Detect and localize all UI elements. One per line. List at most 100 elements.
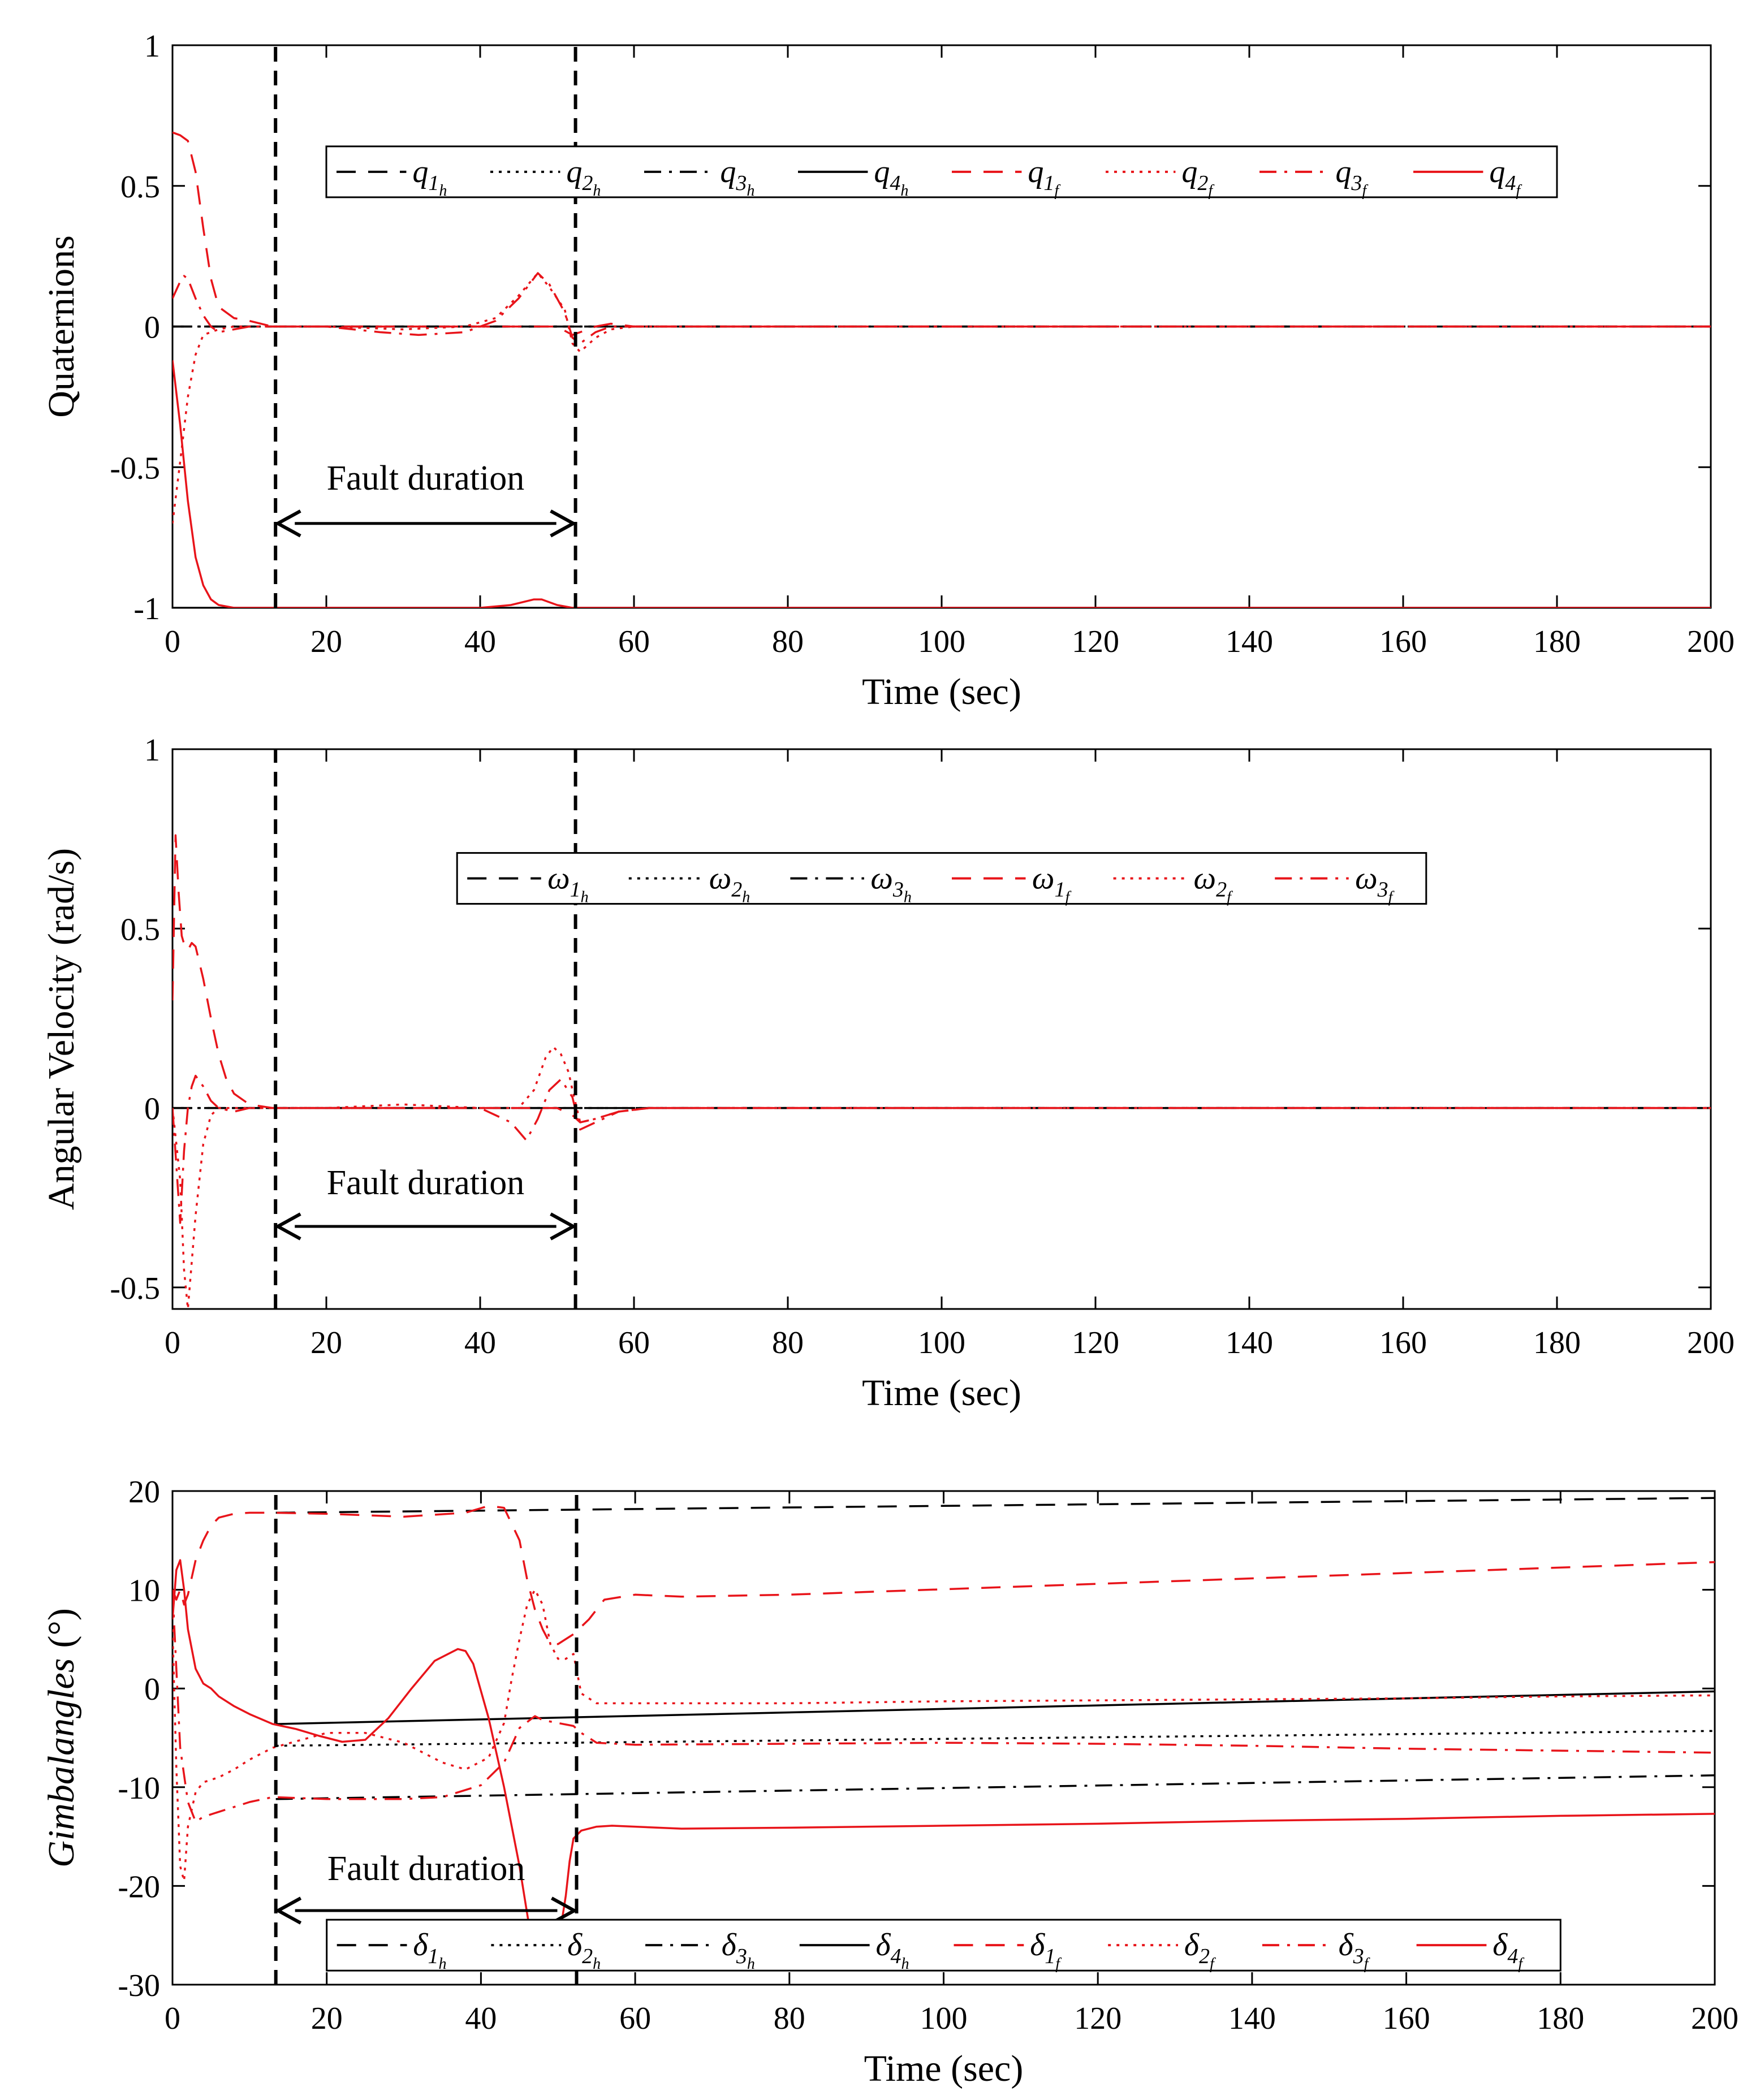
- legend-sub-subscript: f: [1054, 182, 1060, 200]
- legend-sub-subscript: h: [438, 1955, 446, 1973]
- legend-label: q1f: [1028, 154, 1060, 200]
- legend-symbol: q: [1028, 154, 1043, 189]
- legend-symbol: q: [1181, 154, 1197, 189]
- x-tick-label: 200: [1691, 2001, 1739, 2036]
- legend-subscript: 3: [1351, 171, 1362, 195]
- x-tick-label: 40: [464, 624, 496, 659]
- x-tick-label: 100: [920, 2001, 968, 2036]
- legend-subscript: 2: [582, 171, 593, 195]
- legend-label: δ4h: [876, 1928, 909, 1973]
- series-line-d4f-tail: [560, 1813, 1715, 1921]
- series-line-d3h: [275, 1774, 1715, 1800]
- legend-subscript: 2: [1197, 171, 1208, 195]
- x-tick-label: 120: [1072, 624, 1119, 659]
- legend-symbol: ω: [547, 861, 570, 896]
- legend-sub-subscript: h: [904, 888, 912, 906]
- legend-label: ω2f: [1194, 861, 1233, 906]
- x-tick-label: 40: [464, 1325, 496, 1360]
- x-tick-label: 0: [165, 1325, 180, 1360]
- y-axis-label: Angular Velocity (rad/s): [41, 848, 82, 1210]
- legend-label: q4h: [874, 154, 908, 200]
- legend-label: ω3h: [870, 861, 912, 906]
- legend-symbol: δ: [876, 1928, 891, 1963]
- y-tick-label: -0.5: [110, 451, 160, 486]
- x-tick-label: 200: [1687, 624, 1735, 659]
- legend-label: δ3f: [1339, 1928, 1370, 1973]
- legend-label: q4f: [1489, 154, 1522, 200]
- legend-sub-subscript: h: [901, 1955, 909, 1973]
- legend-subscript: 3: [1377, 878, 1388, 901]
- legend-label: q3f: [1335, 154, 1368, 200]
- legend-sub-subscript: f: [1065, 888, 1071, 906]
- fault-arrow-right-head: [550, 1212, 577, 1241]
- legend-label: δ3h: [722, 1928, 755, 1973]
- legend-sub-subscript: h: [747, 1955, 755, 1973]
- legend-label: q1h: [412, 154, 447, 200]
- x-tick-label: 180: [1533, 624, 1581, 659]
- x-tick-label: 60: [618, 1325, 650, 1360]
- legend-label: ω2h: [709, 861, 750, 906]
- y-axis-label: Gimbalangles (°): [41, 1608, 82, 1868]
- legend-subscript: 2: [582, 1945, 593, 1968]
- x-tick-label: 140: [1226, 1325, 1273, 1360]
- legend-symbol: δ: [1184, 1928, 1200, 1963]
- x-tick-label: 120: [1074, 2001, 1121, 2036]
- legend-symbol: q: [874, 154, 890, 189]
- legend-symbol: q: [412, 154, 428, 189]
- legend-sub-subscript: f: [1388, 888, 1395, 906]
- legend-subscript: 1: [1054, 878, 1065, 901]
- legend-subscript: 1: [428, 171, 439, 195]
- y-tick-label: 1: [144, 733, 160, 768]
- x-tick-label: 180: [1533, 1325, 1581, 1360]
- legend-symbol: q: [1335, 154, 1351, 189]
- legend-symbol: δ: [413, 1928, 428, 1963]
- legend-label: δ1h: [413, 1928, 446, 1973]
- legend-sub-subscript: h: [900, 182, 908, 200]
- legend-sub-subscript: f: [1518, 1955, 1524, 1973]
- legend-subscript: 4: [1505, 171, 1516, 195]
- plot-panel-3: 0 20 40 60 80 100 120 140 160 180 20020100-10-20-3…: [41, 1475, 1739, 2089]
- legend-symbol: δ: [1339, 1928, 1354, 1963]
- legend-subscript: 3: [736, 1945, 747, 1968]
- plot-panel-2: 0 20 40 60 80 100 120 140 160 180 20010.50-0.5Time…: [41, 733, 1735, 1414]
- legend-label: q2f: [1181, 154, 1214, 200]
- legend-box: [456, 852, 1427, 905]
- x-tick-label: 80: [772, 624, 804, 659]
- series-line-d4f: [172, 1559, 530, 1924]
- legend-label: δ2f: [1184, 1928, 1216, 1973]
- legend-symbol: ω: [1032, 861, 1055, 896]
- legend-sub-subscript: f: [1364, 1955, 1370, 1973]
- legend-symbol: q: [720, 154, 736, 189]
- legend-subscript: 2: [1199, 1945, 1210, 1968]
- legend-subscript: 1: [570, 878, 581, 901]
- legend-subscript: 1: [428, 1945, 438, 1968]
- y-tick-label: -30: [118, 1968, 160, 2003]
- x-tick-label: 140: [1228, 2001, 1276, 2036]
- legend-label: δ2h: [567, 1928, 601, 1973]
- series-line-q3f: [172, 272, 1711, 345]
- legend-subscript: 3: [1353, 1945, 1364, 1968]
- y-tick-label: 1: [144, 29, 160, 64]
- x-tick-label: 160: [1379, 624, 1427, 659]
- y-axis-label-text: Quaternions: [41, 235, 82, 418]
- legend-sub-subscript: f: [1227, 888, 1233, 906]
- series-line-d1h: [275, 1497, 1715, 1514]
- x-tick-label: 180: [1537, 2001, 1584, 2036]
- x-tick-label: 200: [1687, 1325, 1735, 1360]
- series-line-q2f: [172, 272, 1711, 524]
- y-axis-label-text: Gimbalangles: [41, 1658, 82, 1868]
- fault-duration-label: Fault duration: [327, 459, 525, 498]
- series-group: [172, 45, 1711, 608]
- legend-box: [326, 1918, 1561, 1972]
- y-tick-label: 0.5: [120, 912, 160, 947]
- series-line-d1f: [172, 1505, 1715, 1645]
- legend-symbol: δ: [722, 1928, 737, 1963]
- x-tick-label: 100: [918, 1325, 965, 1360]
- legend-subscript: 4: [1507, 1945, 1518, 1968]
- series-line-d3f: [172, 1589, 1715, 1823]
- x-tick-label: 20: [310, 624, 342, 659]
- legend-sub-subscript: h: [593, 1955, 601, 1973]
- legend-subscript: 1: [1043, 171, 1054, 195]
- x-tick-label: 60: [619, 2001, 651, 2036]
